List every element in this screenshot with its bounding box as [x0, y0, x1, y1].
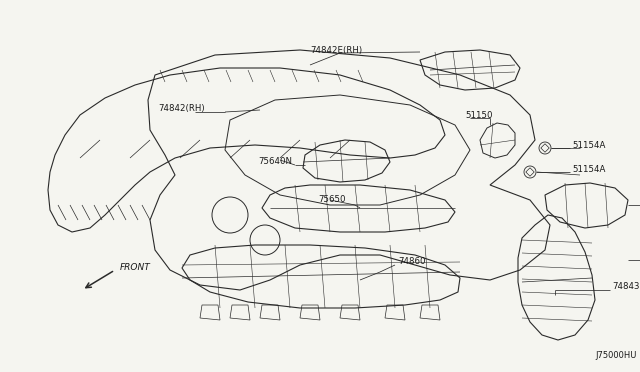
Text: 51150: 51150 [465, 110, 493, 119]
Text: 75640N: 75640N [258, 157, 292, 167]
Text: J75000HU: J75000HU [595, 350, 636, 359]
Text: FRONT: FRONT [120, 263, 151, 273]
Text: 74860: 74860 [398, 257, 426, 266]
Text: 75650: 75650 [318, 196, 346, 205]
Text: 74842(RH): 74842(RH) [158, 103, 205, 112]
Text: 51154A: 51154A [572, 166, 605, 174]
Text: 74843(LH): 74843(LH) [612, 282, 640, 292]
Text: 51154A: 51154A [572, 141, 605, 150]
Text: 74842E(RH): 74842E(RH) [310, 45, 362, 55]
